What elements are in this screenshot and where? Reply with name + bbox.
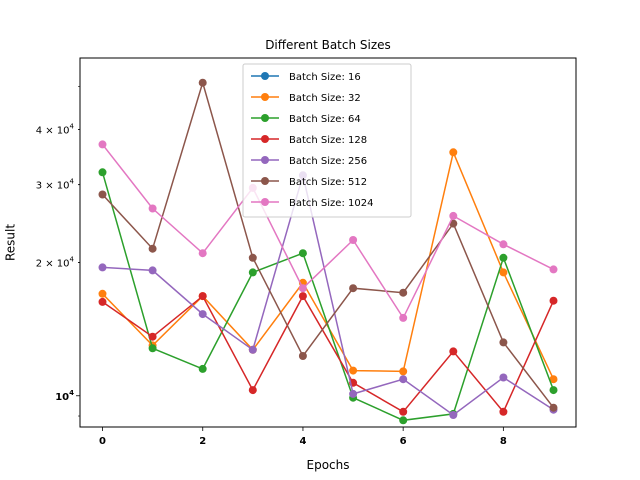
legend-swatch-marker	[261, 198, 269, 206]
data-point	[399, 375, 408, 384]
data-point	[349, 236, 358, 244]
series-4	[98, 292, 558, 416]
data-point	[399, 407, 408, 416]
legend-swatch-marker	[261, 156, 269, 164]
data-point	[248, 386, 257, 395]
data-point	[248, 268, 257, 277]
data-point	[148, 204, 157, 213]
data-point	[98, 289, 107, 298]
data-point	[549, 386, 558, 395]
data-point	[98, 263, 107, 272]
data-point	[549, 296, 558, 305]
data-point	[148, 266, 157, 275]
data-point	[549, 403, 558, 412]
legend-label: Batch Size: 32	[289, 93, 361, 104]
data-point	[298, 284, 307, 293]
y-tick-label: 4 × 104	[36, 122, 75, 136]
series-layer	[98, 78, 558, 425]
data-point	[499, 253, 508, 262]
x-tick-label: 6	[400, 436, 407, 447]
legend: Batch Size: 16 Batch Size: 32 Batch Size: …	[242, 63, 412, 218]
data-point	[399, 367, 408, 376]
data-point	[98, 140, 107, 149]
data-point	[198, 310, 207, 319]
legend-swatch-marker	[261, 114, 269, 122]
data-point	[399, 313, 408, 322]
data-point	[198, 78, 207, 87]
data-point	[298, 292, 307, 301]
data-point	[549, 265, 558, 274]
legend-item: Batch Size: 1024	[251, 198, 373, 209]
legend-label: Batch Size: 256	[289, 156, 367, 167]
y-tick-label: 104	[55, 389, 74, 403]
legend-label: Batch Size: 16	[289, 72, 361, 83]
y-tick-label: 2 × 104	[36, 256, 75, 270]
data-point	[399, 416, 408, 425]
data-point	[198, 364, 207, 373]
data-point	[349, 389, 358, 398]
chart-title: Different Batch Sizes	[265, 38, 391, 52]
legend-item: Batch Size: 64	[251, 114, 361, 125]
legend-label: Batch Size: 512	[289, 177, 367, 188]
legend-label: Batch Size: 1024	[289, 198, 373, 209]
data-point	[449, 411, 458, 419]
legend-item: Batch Size: 256	[251, 156, 367, 167]
x-axis-label: Epochs	[307, 458, 350, 472]
data-point	[98, 168, 107, 177]
data-point	[349, 366, 358, 375]
series-line	[102, 294, 555, 414]
data-point	[298, 352, 307, 360]
data-point	[499, 407, 508, 416]
legend-item: Batch Size: 512	[251, 177, 367, 188]
data-point	[499, 373, 508, 382]
legend-item: Batch Size: 16	[251, 72, 361, 83]
data-point	[248, 253, 257, 262]
legend-box	[242, 63, 412, 218]
legend-item: Batch Size: 32	[251, 93, 361, 104]
data-point	[198, 249, 207, 258]
y-axis: 104 2 × 104 3 × 104 4 × 104	[36, 86, 80, 417]
legend-swatch-marker	[261, 135, 269, 143]
series-line	[102, 175, 554, 416]
data-point	[449, 211, 458, 220]
data-point	[449, 347, 458, 356]
y-tick-label: 3 × 104	[36, 178, 75, 192]
x-tick-label: 8	[500, 436, 507, 447]
data-point	[148, 344, 157, 353]
data-point	[148, 332, 157, 341]
legend-swatch-marker	[261, 72, 269, 80]
plot-frame	[79, 57, 577, 428]
legend-label: Batch Size: 128	[289, 135, 367, 146]
y-axis-label: Result	[4, 224, 18, 261]
data-point	[449, 148, 458, 157]
data-point	[399, 288, 408, 297]
series-6	[98, 78, 558, 412]
data-point	[499, 240, 508, 249]
data-point	[248, 345, 257, 354]
data-point	[499, 338, 508, 347]
legend-label: Batch Size: 64	[289, 114, 361, 125]
legend-swatch-marker	[261, 93, 269, 101]
data-point	[499, 268, 508, 277]
data-point	[198, 292, 207, 301]
data-point	[349, 284, 358, 293]
data-point	[98, 297, 107, 306]
x-axis: 0 2 4 6 8	[99, 427, 507, 447]
data-point	[148, 244, 157, 253]
x-tick-label: 4	[299, 436, 306, 447]
series-line	[101, 80, 555, 409]
legend-swatch-marker	[261, 177, 269, 185]
x-tick-label: 2	[199, 436, 206, 447]
data-point	[549, 375, 558, 384]
series-line	[101, 143, 554, 320]
data-point	[98, 190, 107, 199]
legend-item: Batch Size: 128	[251, 135, 367, 146]
data-point	[298, 249, 307, 258]
x-tick-label: 0	[99, 436, 106, 447]
series-line	[101, 172, 555, 422]
